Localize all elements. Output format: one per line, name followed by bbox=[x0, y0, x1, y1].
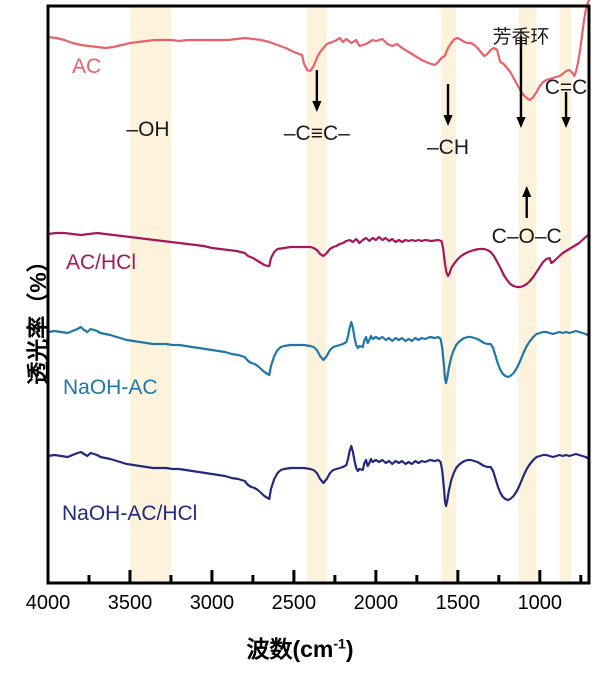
plot-frame bbox=[46, 4, 591, 585]
annotation-oh: –OH bbox=[126, 118, 170, 141]
series-label-ac-hcl: AC/HCl bbox=[66, 251, 137, 274]
annotation-ch: –CH bbox=[426, 136, 470, 159]
series-label-naoh-ac: NaOH-AC bbox=[63, 376, 158, 399]
x-tick-label-1500: 1500 bbox=[435, 592, 481, 614]
x-tick-label-4000: 4000 bbox=[25, 592, 71, 614]
arrow-head-double-cc bbox=[561, 117, 571, 128]
arrow-head-aromatic bbox=[516, 117, 526, 128]
arrow-head-triple-cc bbox=[312, 101, 322, 112]
curve-naoh-ac bbox=[46, 320, 591, 385]
oh-band bbox=[129, 6, 171, 583]
series-label-ac: AC bbox=[72, 55, 102, 78]
x-axis-title-exponent: -1 bbox=[333, 635, 346, 652]
x-tick-label-3500: 3500 bbox=[107, 592, 153, 614]
x-tick-label-2000: 2000 bbox=[353, 592, 399, 614]
annotation-double-cc: C=C bbox=[544, 76, 588, 99]
curve-naoh-ac-hcl bbox=[46, 444, 591, 508]
x-tick-label-3000: 3000 bbox=[189, 592, 235, 614]
ch-band bbox=[441, 6, 457, 583]
coc-band bbox=[518, 6, 537, 583]
x-tick-label-2500: 2500 bbox=[271, 592, 317, 614]
annotation-triple-cc: –C≡C– bbox=[283, 122, 350, 145]
cdc-band bbox=[559, 6, 571, 583]
arrow-head-coc bbox=[522, 186, 532, 197]
curve-ac-hcl bbox=[46, 231, 591, 289]
ctc-band bbox=[307, 6, 327, 583]
curve-ac bbox=[46, 0, 591, 102]
arrow-head-ch bbox=[443, 115, 453, 126]
x-axis-title: 波数(cm-1) bbox=[0, 630, 600, 664]
x-axis-title-main: 波数(cm bbox=[246, 636, 334, 662]
x-tick-label-1000: 1000 bbox=[517, 592, 563, 614]
series-label-naoh-ac-hcl: NaOH-AC/HCl bbox=[62, 502, 198, 525]
annotation-coc: C–O–C bbox=[491, 225, 562, 248]
annotation-aromatic: 芳香环 bbox=[492, 26, 550, 48]
x-axis-title-close: ) bbox=[345, 636, 354, 662]
